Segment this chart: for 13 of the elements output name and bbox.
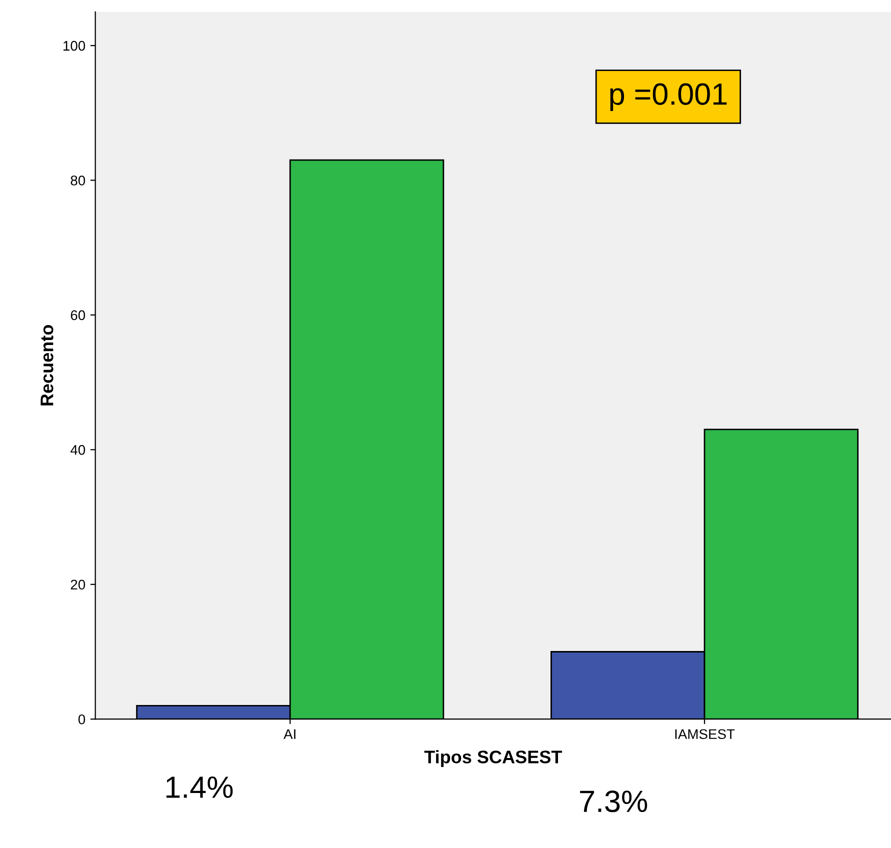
y-tick-label: 20: [70, 580, 86, 590]
text: 7.3%: [580, 790, 648, 812]
x-axis-title: Tipos SCASEST: [424, 750, 562, 767]
y-axis-title: Recuento: [40, 325, 54, 406]
y-tick-label: 60: [70, 310, 86, 320]
y-tick-label: 80: [70, 176, 86, 186]
text: 1.4%: [166, 776, 233, 798]
y-tick-label: 0: [78, 714, 86, 724]
y-tick-label: 100: [64, 40, 86, 51]
y-tick-label: 40: [70, 445, 86, 455]
x-tick-label: IAMSEST: [675, 729, 735, 740]
x-tick-label: AI: [284, 729, 296, 739]
annotation: p =0.001: [610, 83, 727, 111]
